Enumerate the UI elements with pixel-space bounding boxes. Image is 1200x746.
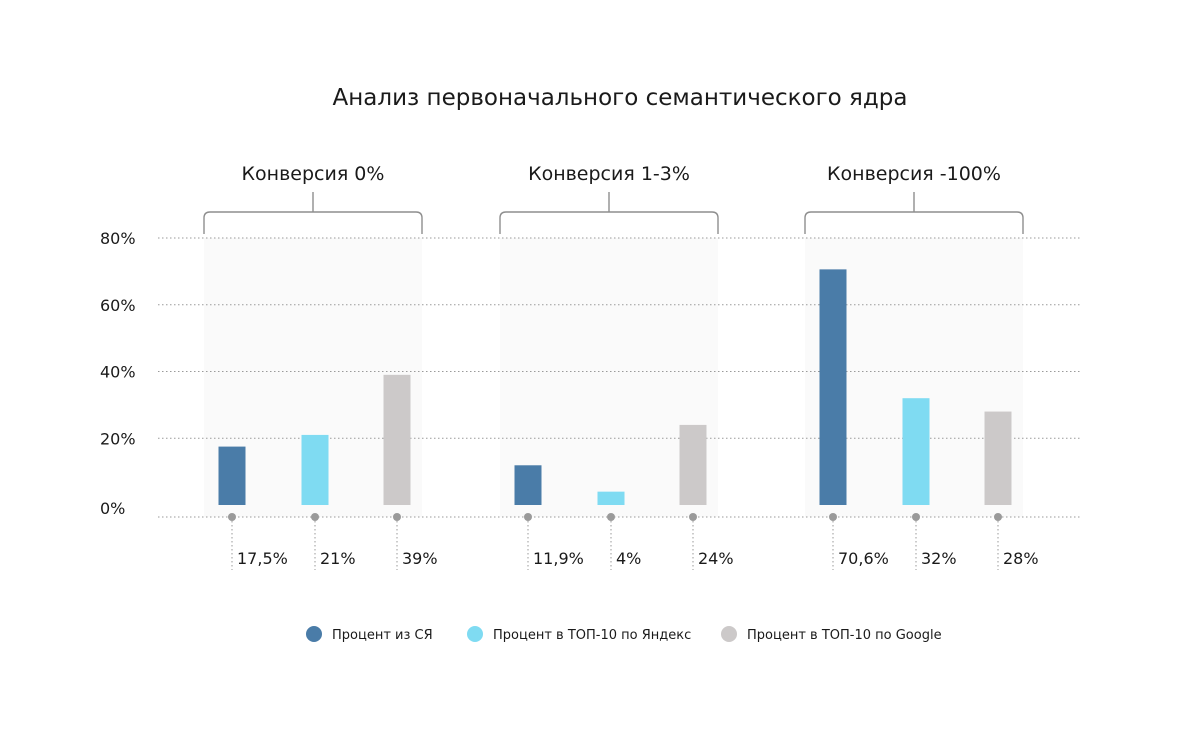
value-label: 70,6% xyxy=(838,549,889,568)
bar-series3-group3 xyxy=(984,411,1012,505)
value-label: 11,9% xyxy=(533,549,584,568)
value-label: 24% xyxy=(698,549,734,568)
legend-marker-2 xyxy=(467,626,483,642)
bar-series3-group1 xyxy=(383,374,411,505)
value-label: 17,5% xyxy=(237,549,288,568)
bars xyxy=(218,269,1012,505)
baseline-marker xyxy=(311,513,319,521)
legend-label: Процент из СЯ xyxy=(332,628,433,643)
group-label: Конверсия -100% xyxy=(827,163,1001,185)
baseline-marker xyxy=(689,513,697,521)
y-axis-ticks: 0% 20% 40% 60% 80% xyxy=(100,229,136,518)
value-label: 39% xyxy=(402,549,438,568)
legend: Процент из СЯ Процент в ТОП-10 по Яндекс П… xyxy=(306,626,942,643)
baseline-marker xyxy=(829,513,837,521)
baseline-marker xyxy=(228,513,236,521)
bar-series1-group1 xyxy=(218,446,246,505)
bar-series2-group1 xyxy=(301,434,329,505)
group-bracket xyxy=(499,211,719,234)
bar-series3-group2 xyxy=(679,424,707,505)
baseline-marker xyxy=(994,513,1002,521)
group-label: Конверсия 0% xyxy=(242,163,385,185)
legend-marker-1 xyxy=(306,626,322,642)
value-label: 4% xyxy=(616,549,641,568)
value-label: 21% xyxy=(320,549,356,568)
baseline-marker xyxy=(524,513,532,521)
bar-series1-group3 xyxy=(819,269,847,505)
y-tick-label: 20% xyxy=(100,429,136,448)
bar-series2-group3 xyxy=(902,398,930,505)
y-tick-label: 80% xyxy=(100,229,136,248)
y-tick-label: 60% xyxy=(100,296,136,315)
chart-title: Анализ первоначального семантического яд… xyxy=(333,85,908,111)
baseline-marker xyxy=(393,513,401,521)
group-bracket xyxy=(203,211,423,234)
group-labels: Конверсия 0% Конверсия 1-3% Конверсия -100… xyxy=(203,163,1024,234)
group-bracket xyxy=(804,211,1024,234)
legend-label: Процент в ТОП-10 по Google xyxy=(747,628,942,643)
value-label: 32% xyxy=(921,549,957,568)
bar-series1-group2 xyxy=(514,465,542,505)
value-label: 28% xyxy=(1003,549,1039,568)
y-tick-label: 40% xyxy=(100,363,136,382)
value-labels: 17,5% 11,9% 70,6% 21% 4% 32% 39% 24% 28% xyxy=(228,513,1039,570)
baseline-marker xyxy=(912,513,920,521)
baseline-marker xyxy=(607,513,615,521)
group-label: Конверсия 1-3% xyxy=(528,163,690,185)
legend-label: Процент в ТОП-10 по Яндекс xyxy=(493,628,691,643)
bar-series2-group2 xyxy=(597,491,625,505)
legend-marker-3 xyxy=(721,626,737,642)
y-tick-label: 0% xyxy=(100,499,125,518)
